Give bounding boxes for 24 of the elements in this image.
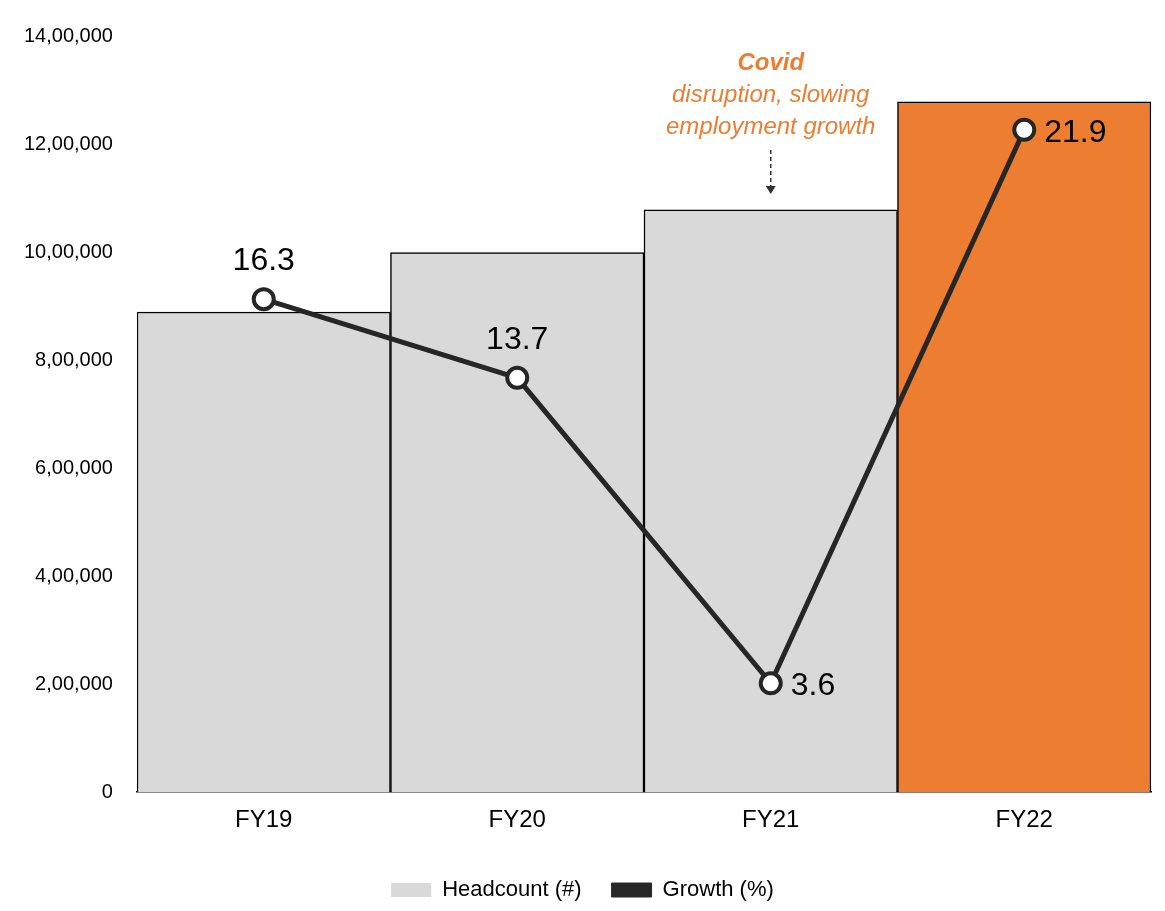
y-tick-label: 4,00,000 (35, 563, 113, 586)
point (1012, 117, 1037, 142)
legend-label: Growth (%) (662, 876, 774, 902)
y-tick-label: 12,00,000 (23, 131, 113, 154)
y-tick-label: 6,00,000 (35, 455, 113, 478)
y-tick-label: 2,00,000 (35, 671, 113, 694)
x-tick-label: FY19 (235, 805, 293, 833)
y-tick-label: 10,00,000 (23, 239, 113, 262)
annotation: disruption, slowing employment growth (666, 79, 876, 139)
data-label: 13.7 (486, 319, 549, 356)
y-tick-label: 8,00,000 (35, 347, 113, 370)
data-label: 21.9 (1044, 112, 1107, 149)
point (505, 365, 530, 390)
data-label: 16.3 (232, 240, 295, 277)
x-tick-label: FY20 (488, 805, 546, 833)
annotation: Covid (737, 47, 806, 75)
x-tick-label: FY22 (995, 805, 1053, 833)
y-tick-label: 0 (101, 779, 113, 802)
point (251, 287, 276, 312)
data-label: 3.6 (790, 666, 836, 703)
point (758, 671, 783, 696)
legend-label: Headcount (#) (442, 876, 582, 902)
y-tick-label: 14,00,000 (23, 23, 113, 46)
x-tick-label: FY21 (742, 805, 800, 833)
